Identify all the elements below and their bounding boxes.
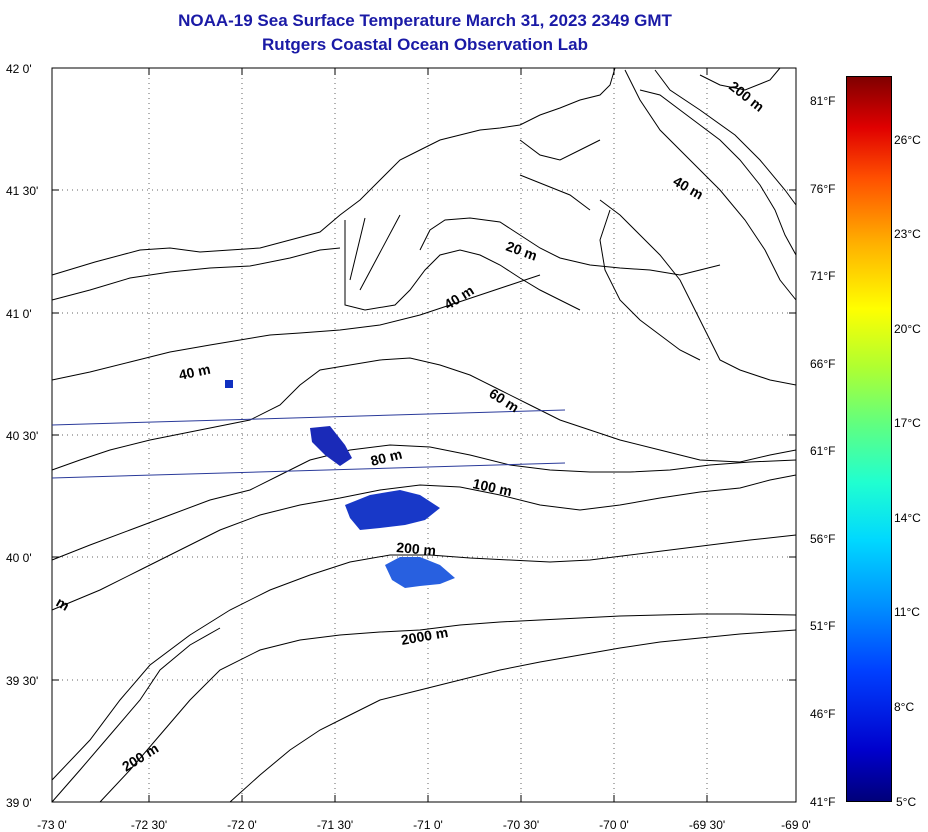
fahrenheit-label: 56°F xyxy=(810,532,836,546)
contour-label: 100 m xyxy=(471,475,513,499)
lon-label: -71 30' xyxy=(316,818,354,832)
contour-label: 2000 m xyxy=(400,624,450,648)
lon-label: -69 0' xyxy=(781,818,811,832)
lat-label: 39 30' xyxy=(6,674,39,688)
temperature-colorbar xyxy=(846,76,892,802)
lat-label: 40 0' xyxy=(6,551,32,565)
celsius-label: 23°C xyxy=(894,227,921,241)
fahrenheit-label: 76°F xyxy=(810,182,836,196)
lon-label: -70 30' xyxy=(502,818,540,832)
fahrenheit-label: 61°F xyxy=(810,444,836,458)
lon-label: -69 30' xyxy=(688,818,726,832)
celsius-label: 14°C xyxy=(894,511,921,525)
fahrenheit-label: 51°F xyxy=(810,619,836,633)
lon-label: -73 0' xyxy=(37,818,67,832)
bathymetry-contours xyxy=(51,274,797,803)
fahrenheit-label: 41°F xyxy=(810,795,836,809)
sst-patches xyxy=(225,380,455,588)
fahrenheit-label: 81°F xyxy=(810,94,836,108)
lon-label: -70 0' xyxy=(599,818,629,832)
celsius-label: 5°C xyxy=(896,795,917,809)
celsius-label: 8°C xyxy=(894,700,915,714)
lat-label: 39 0' xyxy=(6,796,32,810)
celsius-label: 11°C xyxy=(894,605,920,619)
lon-label: -72 0' xyxy=(227,818,257,832)
contour-label: 20 m xyxy=(504,238,539,264)
map-subtitle: Rutgers Coastal Ocean Observation Lab xyxy=(262,35,588,54)
coastline xyxy=(51,67,797,386)
lat-label: 40 30' xyxy=(6,429,39,443)
axis-ticks xyxy=(51,68,796,802)
map-title: NOAA-19 Sea Surface Temperature March 31… xyxy=(178,11,672,30)
contour-label: 200 m xyxy=(396,539,437,558)
lon-label: -71 0' xyxy=(413,818,443,832)
contour-label: 80 m xyxy=(369,446,404,469)
contour-label: 60 m xyxy=(486,385,522,415)
contour-label: m xyxy=(54,594,73,614)
celsius-label: 26°C xyxy=(894,133,921,147)
lat-label: 42 0' xyxy=(6,62,32,76)
contour-label: 200 m xyxy=(119,740,161,775)
fahrenheit-label: 66°F xyxy=(810,357,836,371)
swath-lines xyxy=(51,409,566,479)
contour-label: 40 m xyxy=(671,173,707,203)
lat-label: 41 30' xyxy=(6,184,39,198)
graticule xyxy=(52,68,796,802)
fahrenheit-label: 46°F xyxy=(810,707,836,721)
celsius-label: 20°C xyxy=(894,322,921,336)
contour-label: 40 m xyxy=(441,282,477,312)
lat-label: 41 0' xyxy=(6,307,32,321)
contour-label: 40 m xyxy=(177,361,212,383)
fahrenheit-label: 71°F xyxy=(810,269,836,283)
celsius-label: 17°C xyxy=(894,416,921,430)
lon-label: -72 30' xyxy=(130,818,168,832)
